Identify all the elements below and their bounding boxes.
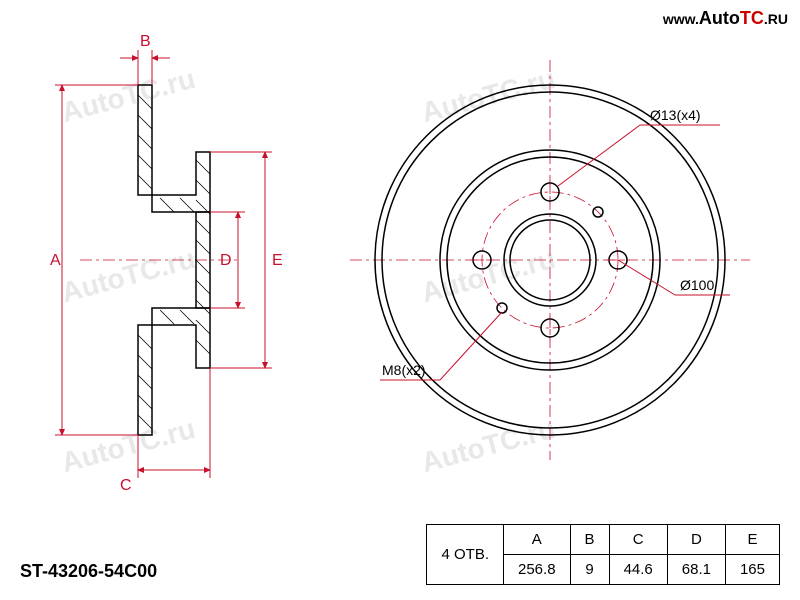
dim-value-e: 165 xyxy=(725,555,779,585)
dim-label-b: B xyxy=(140,33,151,50)
callout-threads: M8(x2) xyxy=(382,362,426,378)
dim-value-b: 9 xyxy=(570,555,609,585)
logo-part1: Auto xyxy=(699,8,740,28)
dim-label-e: E xyxy=(272,252,283,269)
technical-drawing: A B C D E xyxy=(20,20,780,500)
logo-part2: TC xyxy=(740,8,764,28)
dim-value-a: 256.8 xyxy=(504,555,571,585)
dim-label-c: C xyxy=(120,477,132,494)
dimension-table: 4 ОТВ. A B C D E 256.8 9 44.6 68.1 165 xyxy=(426,524,780,585)
dim-header-b: B xyxy=(570,525,609,555)
logo-part3: .RU xyxy=(764,11,788,27)
dim-value-c: 44.6 xyxy=(609,555,667,585)
dim-label-d: D xyxy=(220,252,232,269)
dim-header-e: E xyxy=(725,525,779,555)
dim-header-c: C xyxy=(609,525,667,555)
site-logo: www.AutoTC.RU xyxy=(663,8,788,29)
logo-prefix: www. xyxy=(663,11,699,27)
callout-bolt-holes: Ø13(x4) xyxy=(650,107,701,123)
side-view: A B C D E xyxy=(50,33,283,494)
part-number: ST-43206-54C00 xyxy=(20,561,157,582)
holes-count-cell: 4 ОТВ. xyxy=(427,525,504,585)
dim-value-d: 68.1 xyxy=(667,555,725,585)
dim-header-d: D xyxy=(667,525,725,555)
dim-label-a: A xyxy=(50,252,61,269)
front-view: Ø13(x4) Ø100 M8(x2) xyxy=(350,60,750,460)
dim-header-a: A xyxy=(504,525,571,555)
callout-pcd: Ø100 xyxy=(680,277,714,293)
